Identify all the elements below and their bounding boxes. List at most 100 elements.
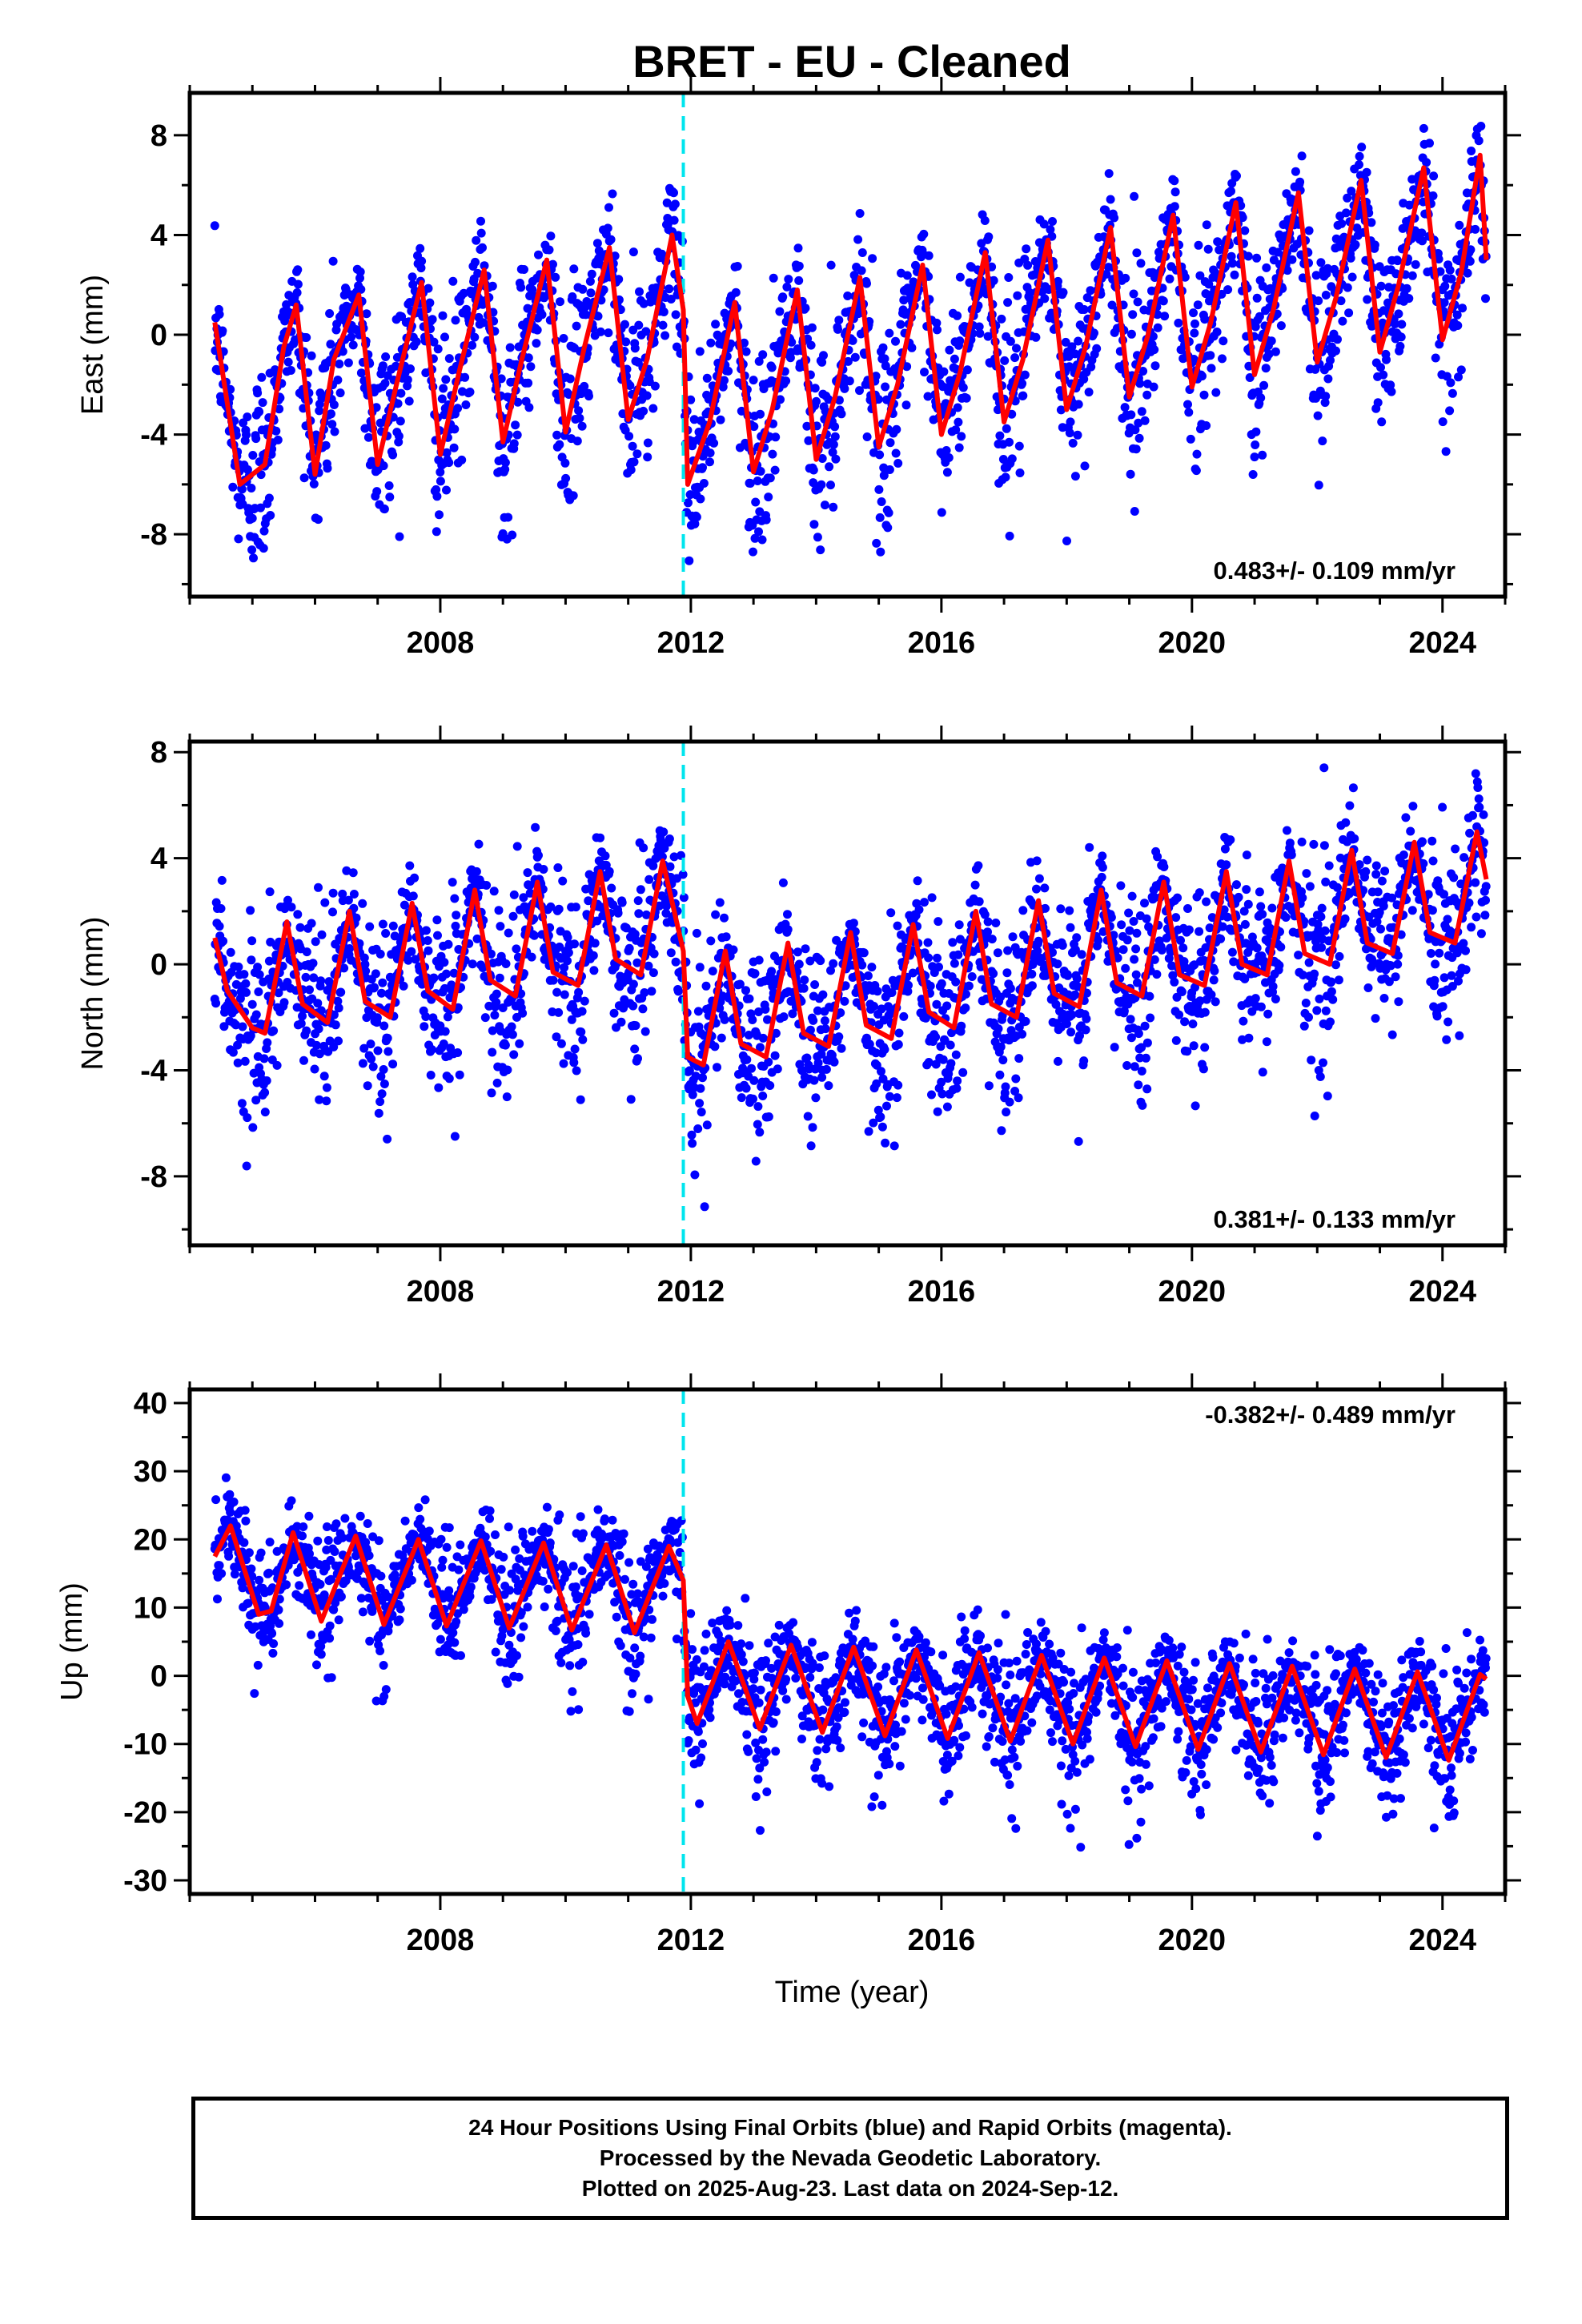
north-point bbox=[287, 903, 296, 912]
north-point bbox=[1173, 893, 1182, 903]
north-point bbox=[1239, 1016, 1248, 1026]
north-point bbox=[1461, 965, 1471, 975]
east-point bbox=[578, 284, 588, 294]
east-point bbox=[1138, 367, 1148, 376]
north-point bbox=[443, 1012, 452, 1022]
north-point bbox=[1182, 1047, 1192, 1056]
east-point bbox=[1184, 408, 1194, 417]
east-point bbox=[416, 263, 426, 273]
north-point bbox=[1067, 1010, 1077, 1019]
east-point bbox=[1337, 219, 1347, 228]
north-point bbox=[492, 1078, 502, 1088]
north-point bbox=[241, 979, 251, 988]
east-point bbox=[871, 372, 881, 381]
north-point bbox=[755, 1128, 765, 1137]
north-point bbox=[1122, 935, 1132, 945]
north-point bbox=[1054, 1056, 1062, 1066]
east-point bbox=[572, 321, 581, 331]
east-point bbox=[944, 453, 954, 462]
east-point bbox=[754, 527, 763, 537]
east-point bbox=[650, 381, 660, 391]
north-point bbox=[240, 1056, 250, 1066]
north-point bbox=[1312, 1006, 1322, 1015]
north-point bbox=[358, 1059, 367, 1068]
east-point bbox=[1320, 398, 1330, 408]
east-point bbox=[1040, 294, 1050, 304]
north-point bbox=[1310, 1112, 1319, 1120]
north-point bbox=[1315, 1072, 1325, 1081]
north-point bbox=[247, 955, 256, 965]
east-point bbox=[829, 440, 838, 449]
east-point bbox=[829, 502, 838, 512]
east-point bbox=[794, 261, 804, 271]
east-point bbox=[643, 438, 652, 448]
north-point bbox=[452, 911, 461, 920]
north-point bbox=[865, 1039, 874, 1049]
north-point bbox=[1275, 961, 1284, 970]
east-point bbox=[450, 424, 460, 434]
north-point bbox=[449, 968, 459, 978]
north-point bbox=[527, 952, 536, 962]
north-point bbox=[1116, 881, 1126, 891]
north-point bbox=[383, 1134, 392, 1144]
north-point bbox=[751, 1156, 761, 1166]
east-point bbox=[584, 392, 593, 401]
north-point bbox=[1240, 919, 1250, 929]
east-point bbox=[741, 347, 751, 356]
east-point bbox=[587, 269, 596, 279]
east-point bbox=[1357, 143, 1367, 152]
north-point bbox=[358, 899, 367, 908]
east-point bbox=[500, 458, 510, 468]
north-point bbox=[555, 943, 564, 951]
east-point bbox=[1170, 187, 1180, 197]
east-point bbox=[242, 430, 251, 440]
east-point bbox=[372, 487, 382, 497]
east-point bbox=[1102, 269, 1111, 279]
east-point bbox=[1276, 321, 1286, 331]
east-point bbox=[1453, 321, 1463, 330]
east-point bbox=[1331, 346, 1340, 356]
east-rate-label: 0.483+/- 0.109 mm/yr bbox=[1214, 557, 1456, 585]
east-point bbox=[885, 465, 894, 474]
east-point bbox=[1431, 353, 1440, 363]
north-point bbox=[569, 1058, 579, 1068]
east-point bbox=[813, 533, 822, 542]
east-point bbox=[1086, 286, 1095, 296]
north-point bbox=[1191, 983, 1199, 992]
north-point bbox=[893, 1039, 903, 1049]
east-point bbox=[753, 476, 762, 485]
north-point bbox=[706, 936, 716, 946]
east-point bbox=[283, 357, 293, 367]
east-point bbox=[1355, 151, 1364, 161]
east-point bbox=[1418, 236, 1427, 246]
east-point bbox=[1084, 388, 1094, 397]
north-point bbox=[1373, 887, 1383, 897]
east-point bbox=[1467, 147, 1476, 155]
east-point bbox=[1455, 220, 1464, 230]
north-point bbox=[336, 987, 346, 997]
north-point bbox=[400, 900, 409, 910]
north-point bbox=[688, 1090, 697, 1100]
north-point bbox=[1232, 880, 1241, 890]
x-tick-label: 2012 bbox=[657, 626, 725, 660]
east-point bbox=[1404, 200, 1414, 210]
north-point bbox=[1375, 907, 1384, 917]
north-point bbox=[1393, 951, 1403, 960]
north-point bbox=[434, 1083, 444, 1092]
north-point bbox=[817, 1072, 827, 1082]
east-point bbox=[1189, 308, 1198, 318]
east-point bbox=[1086, 362, 1096, 372]
north-point bbox=[920, 898, 929, 907]
y-tick-label: -8 bbox=[140, 518, 167, 552]
north-point bbox=[1180, 1017, 1190, 1027]
north-point bbox=[1153, 852, 1162, 862]
north-point bbox=[691, 1072, 701, 1081]
east-point bbox=[1005, 531, 1014, 541]
east-point bbox=[442, 485, 451, 495]
east-point bbox=[666, 295, 676, 304]
east-point bbox=[657, 249, 667, 259]
east-point bbox=[874, 485, 884, 494]
north-point bbox=[577, 1007, 587, 1016]
north-point bbox=[984, 1081, 994, 1091]
north-point bbox=[1298, 971, 1307, 979]
